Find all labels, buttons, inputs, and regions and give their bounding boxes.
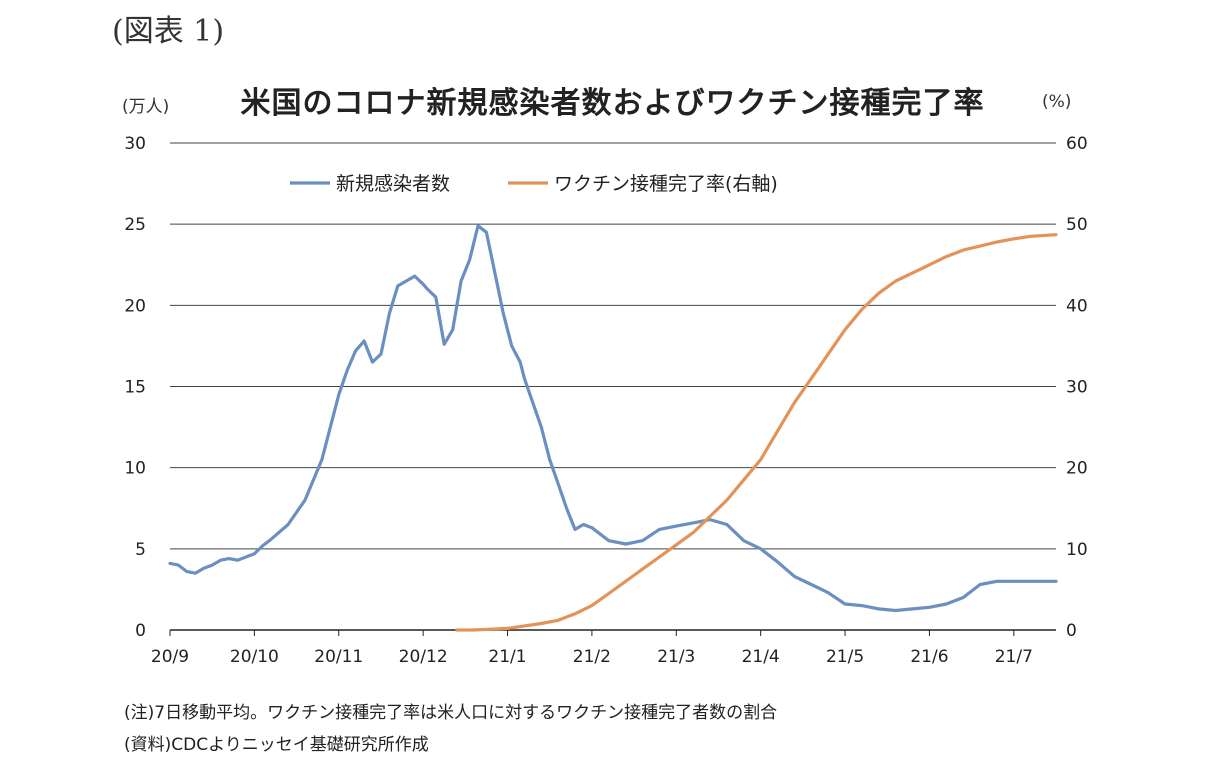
- left-tick-label: 5: [135, 540, 146, 560]
- series-lines: [168, 224, 1058, 632]
- left-axis-unit: (万人): [122, 97, 170, 117]
- vaccine-series-line: [455, 233, 1058, 632]
- x-tick-label: 21/5: [826, 647, 864, 667]
- left-tick-label: 15: [124, 378, 146, 398]
- left-tick-label: 30: [124, 134, 146, 154]
- cases-series-line: [168, 224, 1058, 613]
- left-tick-label: 20: [124, 296, 146, 316]
- right-axis-ticks: 0 10 20 30 40 50 60: [1066, 134, 1088, 641]
- gridlines: [170, 142, 1056, 631]
- x-tick-label: 21/7: [995, 647, 1033, 667]
- x-tick-label: 20/9: [151, 647, 189, 667]
- left-tick-label: 25: [124, 215, 146, 235]
- legend: 新規感染者数 ワクチン接種完了率(右軸): [290, 173, 778, 195]
- chart-note: (注)7日移動平均。ワクチン接種完了率は米人口に対するワクチン接種完了者数の割合: [124, 703, 778, 723]
- x-tick-label: 21/6: [910, 647, 948, 667]
- x-tick-label: 21/1: [488, 647, 526, 667]
- figure-label: (図表 1): [112, 14, 225, 49]
- left-tick-label: 0: [135, 621, 146, 641]
- x-axis: 20/9 20/10 20/11 20/12 21/1 21/2 21/3 21/4 21/5 2…: [151, 629, 1056, 667]
- left-tick-label: 10: [124, 459, 146, 479]
- left-axis-ticks: 0 5 10 15 20 25 30: [124, 134, 146, 641]
- legend-label-vaccine: ワクチン接種完了率(右軸): [554, 173, 778, 195]
- x-tick-label: 21/4: [742, 647, 780, 667]
- right-tick-label: 10: [1066, 540, 1088, 560]
- chart-title: 米国のコロナ新規感染者数およびワクチン接種完了率: [240, 86, 985, 121]
- x-tick-label: 20/12: [399, 647, 448, 667]
- chart-source: (資料)CDCよりニッセイ基礎研究所作成: [124, 735, 429, 755]
- right-axis-unit: (%): [1042, 92, 1072, 112]
- right-tick-label: 0: [1066, 621, 1077, 641]
- x-tick-label: 21/3: [657, 647, 695, 667]
- x-tick-label: 20/11: [314, 647, 363, 667]
- right-tick-label: 50: [1066, 215, 1088, 235]
- right-tick-label: 20: [1066, 459, 1088, 479]
- right-tick-label: 40: [1066, 296, 1088, 316]
- legend-label-cases: 新規感染者数: [336, 173, 450, 195]
- right-tick-label: 60: [1066, 134, 1088, 154]
- x-tick-label: 21/2: [573, 647, 611, 667]
- right-tick-label: 30: [1066, 378, 1088, 398]
- x-tick-label: 20/10: [230, 647, 279, 667]
